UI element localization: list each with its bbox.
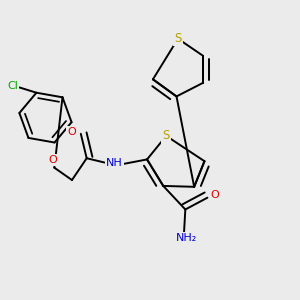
Text: O: O: [68, 127, 76, 137]
Text: O: O: [49, 155, 57, 165]
Text: O: O: [210, 190, 219, 200]
Text: S: S: [163, 129, 170, 142]
Text: Cl: Cl: [8, 81, 18, 91]
Text: NH: NH: [106, 158, 123, 168]
Text: S: S: [174, 32, 182, 45]
Text: NH₂: NH₂: [176, 233, 197, 243]
